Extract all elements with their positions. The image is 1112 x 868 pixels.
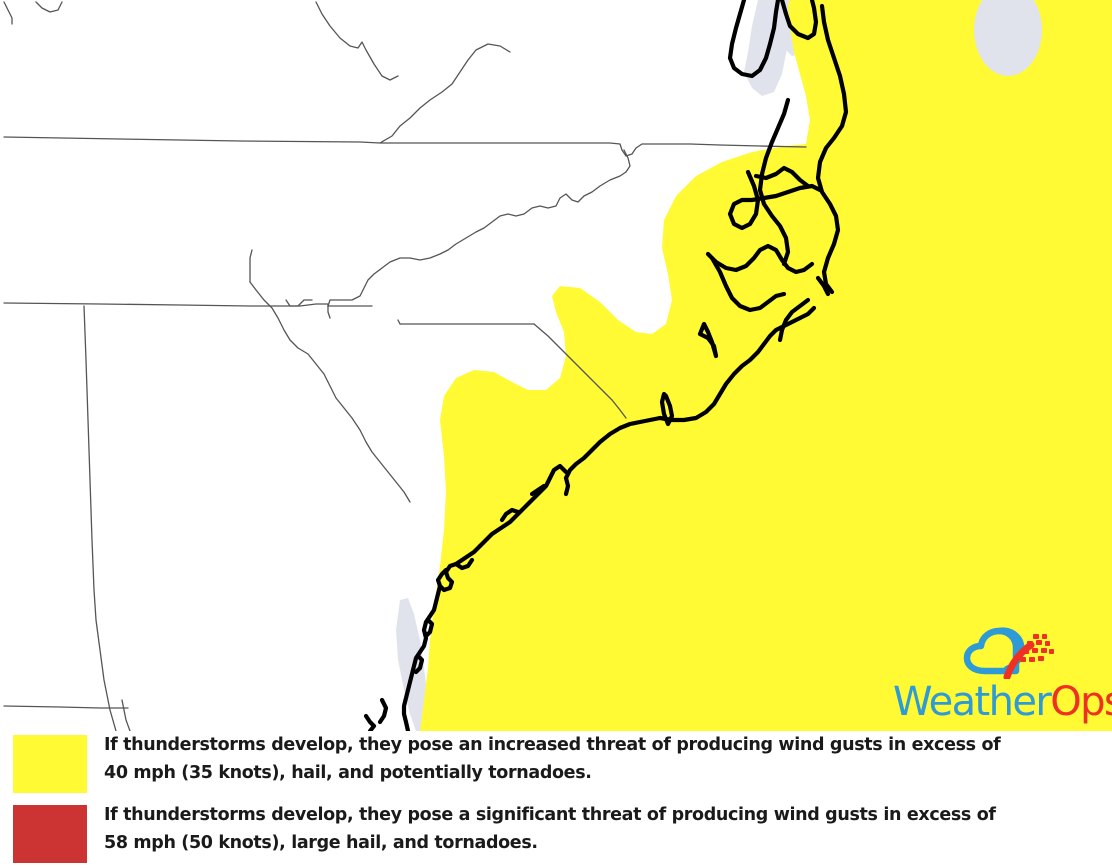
state-borders — [3, 1, 807, 731]
outlook-map[interactable]: WeatherOps. — [0, 0, 1112, 731]
legend-line-2: 58 mph (50 knots), large hail, and torna… — [104, 833, 538, 853]
legend-text-significant: If thunderstorms develop, they pose a si… — [104, 801, 1094, 857]
legend-line-1: If thunderstorms develop, they pose an i… — [104, 735, 1001, 755]
legend-text-enhanced: If thunderstorms develop, they pose an i… — [104, 731, 1094, 787]
yellow-risk-swatch — [13, 735, 87, 793]
red-risk-swatch — [13, 805, 87, 863]
legend-item-significant: If thunderstorms develop, they pose a si… — [0, 803, 1112, 865]
legend-line-1: If thunderstorms develop, they pose a si… — [104, 805, 996, 825]
legend-item-enhanced: If thunderstorms develop, they pose an i… — [0, 733, 1112, 795]
risk-legend: If thunderstorms develop, they pose an i… — [0, 731, 1112, 868]
map-canvas[interactable] — [0, 0, 1112, 731]
coastline — [363, 0, 849, 731]
enhanced-risk-area[interactable] — [420, 0, 1112, 731]
legend-line-2: 40 mph (35 knots), hail, and potentially… — [104, 763, 592, 783]
